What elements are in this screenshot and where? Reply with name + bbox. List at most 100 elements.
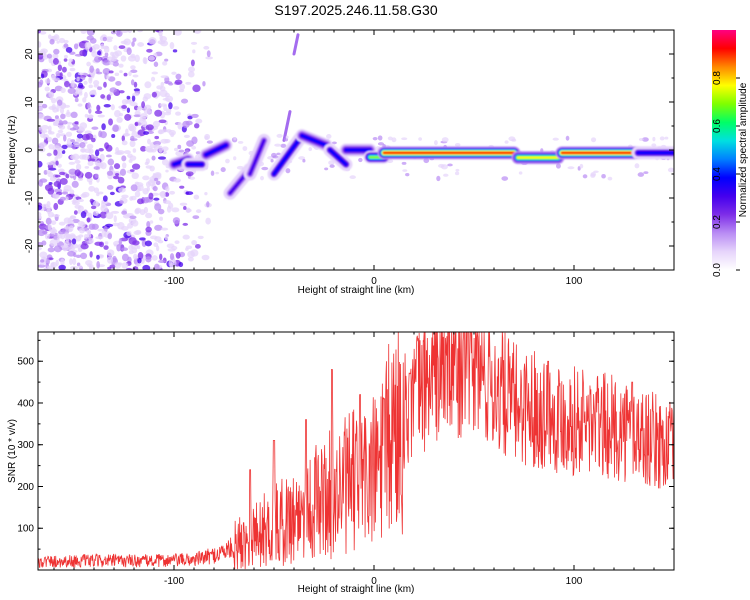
- spectrogram-noise-blob: [110, 51, 114, 57]
- spectrogram-noise-blob: [89, 65, 95, 73]
- spectrogram-noise-blob: [94, 110, 103, 115]
- spectrogram-noise-blob: [115, 80, 122, 86]
- spectrogram-noise-blob: [120, 55, 127, 62]
- spectrogram-noise-blob: [160, 81, 165, 87]
- y-tick-label: 400: [17, 398, 34, 409]
- spectrogram-noise-blob: [96, 104, 101, 112]
- spectrogram-noise-blob: [81, 133, 90, 141]
- spectrogram-noise-blob: [111, 134, 116, 138]
- spectrogram-noise-blob: [165, 95, 174, 103]
- spectrogram-noise-blob: [73, 210, 78, 215]
- spectrogram-noise-blob: [80, 252, 88, 260]
- spectrogram-noise-blob: [328, 160, 335, 166]
- spectrogram-noise-blob: [86, 114, 94, 119]
- spectrogram-noise-blob: [78, 91, 83, 96]
- spectrogram-noise-blob: [160, 75, 169, 79]
- spectrogram-noise-blob: [129, 196, 134, 201]
- spectrogram-noise-blob: [185, 208, 192, 213]
- spectrogram-noise-blob: [172, 49, 178, 53]
- spectrogram-noise-blob: [117, 176, 125, 184]
- spectrogram-noise-blob: [38, 246, 42, 251]
- spectrogram-noise-blob: [145, 256, 152, 263]
- spectrogram-noise-blob: [70, 243, 79, 249]
- snr-series-line: [38, 332, 674, 570]
- spectrogram-noise-blob: [153, 140, 162, 146]
- spectrogram-noise-blob: [93, 84, 100, 88]
- spectrogram-noise-blob: [139, 237, 146, 241]
- spectrogram-noise-blob: [67, 250, 76, 257]
- spectrogram-noise-blob: [67, 71, 72, 78]
- spectrogram-noise-blob: [64, 232, 70, 237]
- spectrogram-noise-blob: [130, 184, 138, 192]
- spectrogram-noise-blob: [401, 137, 408, 141]
- spectrogram-noise-blob: [59, 72, 63, 78]
- spectrogram-noise-blob: [556, 163, 561, 169]
- spectrogram-noise-blob: [134, 54, 140, 63]
- spectrogram-noise-blob: [118, 200, 124, 204]
- x-tick-label: -100: [164, 276, 184, 287]
- spectrogram-noise-blob: [74, 169, 81, 177]
- spectrogram-noise-blob: [298, 156, 306, 160]
- y-tick-label: -20: [24, 238, 35, 253]
- spectrogram-noise-blob: [137, 252, 144, 260]
- spectrogram-noise-blob: [169, 41, 175, 50]
- spectrogram-noise-blob: [96, 192, 100, 197]
- spectrogram-noise-blob: [276, 133, 283, 138]
- spectrogram-noise-blob: [148, 192, 154, 200]
- colorbar-label: Normalized spectral amplitude: [738, 82, 749, 217]
- spectrogram-noise-blob: [164, 58, 169, 62]
- spectrogram-noise-blob: [565, 135, 570, 141]
- colorbar-tick-label: 0.0: [712, 263, 723, 277]
- spectrogram-noise-blob: [84, 165, 90, 169]
- spectrogram-noise-blob: [177, 144, 182, 150]
- spectrogram-noise-blob: [57, 234, 63, 239]
- spectrogram-noise-blob: [40, 124, 49, 130]
- spectrogram-noise-blob: [38, 106, 44, 112]
- spectrogram-noise-blob: [45, 217, 52, 225]
- snr-x-ticks: -100 0 100: [53, 332, 675, 587]
- spectrogram-noise-blob: [101, 230, 107, 238]
- y-tick-label: 300: [17, 440, 34, 451]
- spectrogram-noise-blob: [93, 166, 100, 170]
- spectrogram-noise-blob: [46, 265, 56, 270]
- spectrogram-noise-blob: [161, 146, 169, 152]
- spectrogram-noise-blob: [195, 118, 203, 124]
- spectrogram-noise-blob: [173, 178, 182, 183]
- spectrogram-noise-blob: [50, 220, 57, 225]
- spectrogram-noise-blob: [127, 30, 133, 34]
- spectrogram-noise-blob: [92, 89, 97, 93]
- spectrogram-noise-blob: [100, 43, 105, 50]
- spectrogram-noise-blob: [236, 165, 244, 170]
- spectrogram-noise-blob: [39, 251, 48, 259]
- spectrogram-noise-blob: [144, 161, 149, 166]
- spectrogram-noise-blob: [114, 72, 120, 77]
- spectrogram-noise-blob: [270, 158, 274, 163]
- spectrogram-noise-blob: [61, 144, 68, 150]
- spectrogram-noise-blob: [100, 211, 107, 219]
- spectrogram-noise-blob: [127, 55, 136, 62]
- spectrogram-noise-blob: [160, 190, 166, 199]
- spectrogram-noise-blob: [68, 228, 73, 233]
- spectrogram-noise-blob: [122, 214, 131, 219]
- spectrogram-noise-blob: [112, 175, 120, 180]
- spectrogram-noise-blob: [122, 133, 131, 137]
- spectrogram-noise-blob: [88, 185, 96, 192]
- spectrogram-noise-blob: [233, 136, 237, 141]
- spectrogram-noise-blob: [53, 149, 58, 156]
- spectrogram-noise-blob: [40, 259, 45, 263]
- spectrogram-noise-blob: [132, 148, 137, 153]
- spectrogram-noise-blob: [112, 222, 120, 227]
- spectrogram-noise-blob: [601, 174, 606, 179]
- spectrogram-noise-blob: [593, 170, 599, 174]
- spectrogram-noise-blob: [71, 238, 77, 245]
- spectrogram-noise-blob: [61, 191, 69, 195]
- spectrogram-noise-blob: [118, 187, 126, 193]
- spectrogram-noise-blob: [178, 261, 184, 268]
- spectrogram-noise-blob: [185, 81, 192, 85]
- spectrogram-noise-blob: [74, 121, 79, 125]
- spectrogram-noise-blob: [651, 143, 657, 148]
- spectrogram-noise-blob: [67, 88, 76, 94]
- spectrogram-noise-blob: [78, 177, 84, 181]
- spectrogram-noise-blob: [60, 258, 65, 267]
- spectrogram-noise-blob: [127, 222, 134, 229]
